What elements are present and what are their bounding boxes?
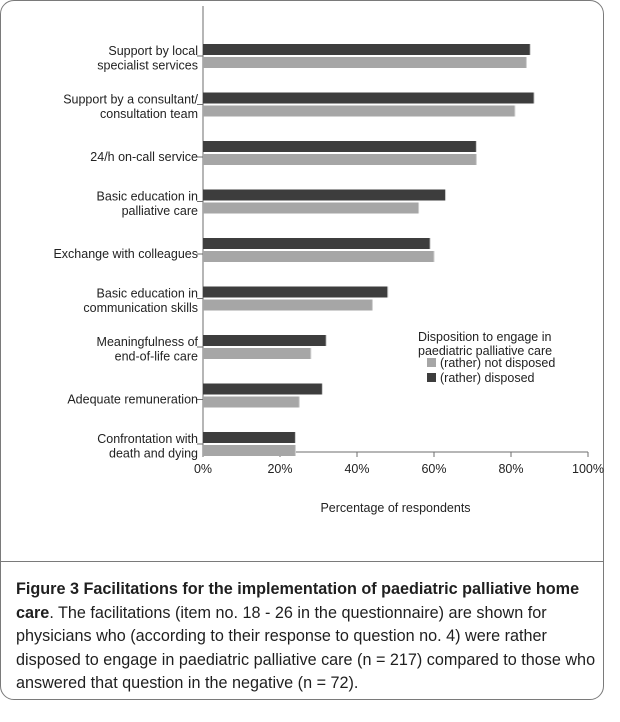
category-label: Basic education in palliative care — [97, 190, 199, 219]
caption-title: Figure 3 Facilitations for the implement… — [16, 580, 580, 622]
bar — [203, 445, 296, 456]
legend-title: paediatric palliative care — [418, 344, 552, 358]
category-label: Adequate remuneration — [67, 393, 198, 407]
x-tick-label: 100% — [572, 462, 604, 476]
category-label: Confrontation with death and dying — [97, 432, 198, 461]
legend-swatch — [427, 358, 436, 367]
bar — [203, 383, 323, 395]
bar — [203, 432, 296, 443]
bar — [203, 396, 300, 408]
category-label: Support by local specialist services — [97, 44, 198, 73]
legend-title: Disposition to engage in — [418, 330, 551, 344]
bar — [203, 238, 431, 249]
category-label: 24/h on-call service — [90, 150, 198, 164]
bar — [203, 92, 535, 104]
legend-swatch — [427, 373, 436, 382]
x-tick-label: 20% — [267, 462, 292, 476]
bar — [203, 335, 327, 346]
figure-divider — [0, 561, 604, 562]
x-tick-label: 0% — [194, 462, 212, 476]
bar — [203, 202, 419, 214]
bar — [203, 348, 311, 359]
category-label: Basic education in communication skills — [83, 287, 198, 316]
bar — [203, 141, 477, 152]
category-label: Meaningfulness of end-of-life care — [97, 335, 199, 364]
bar — [203, 105, 515, 117]
bar — [203, 299, 373, 311]
legend-entry: (rather) disposed — [440, 371, 535, 385]
figure-caption: Figure 3 Facilitations for the implement… — [16, 578, 596, 696]
bar — [203, 251, 434, 262]
category-label: Exchange with colleagues — [53, 247, 198, 261]
bar — [203, 44, 531, 55]
x-tick-label: 60% — [421, 462, 446, 476]
bar — [203, 154, 477, 165]
x-tick-label: 40% — [344, 462, 369, 476]
caption-text: . The facilitations (item no. 18 - 26 in… — [16, 603, 596, 693]
bar-chart: 0% 20% 40% 60% 80% 100% Support by local specia… — [53, 6, 604, 515]
x-tick-label: 80% — [498, 462, 523, 476]
legend-entry: (rather) not disposed — [440, 356, 555, 370]
bar — [203, 57, 527, 68]
x-axis-label: Percentage of respondents — [320, 501, 470, 515]
category-label: Support by a consultant/consultation tea… — [63, 93, 198, 122]
bar — [203, 286, 388, 298]
bar — [203, 189, 446, 201]
